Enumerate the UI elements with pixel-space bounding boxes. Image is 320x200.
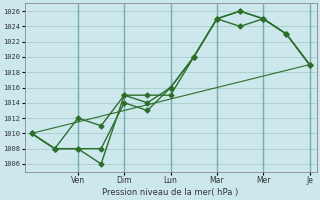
X-axis label: Pression niveau de la mer( hPa ): Pression niveau de la mer( hPa ) [102, 188, 239, 197]
